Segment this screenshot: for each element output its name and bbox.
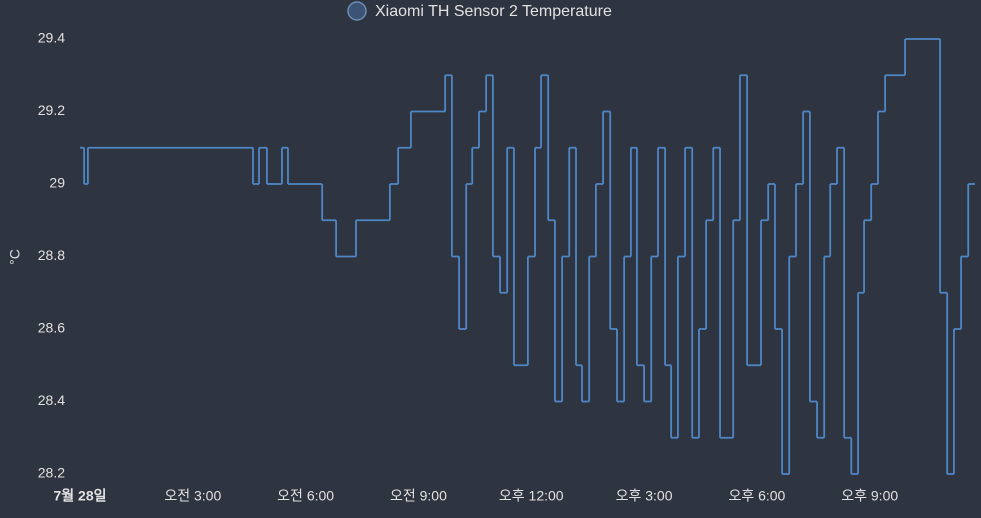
x-tick-label: 오후 3:00 — [616, 488, 673, 504]
x-tick-label: 오후 6:00 — [728, 488, 785, 504]
x-tick-label: 오후 9:00 — [841, 488, 898, 504]
legend-swatch[interactable] — [347, 1, 367, 21]
y-axis-label: °C — [7, 249, 23, 265]
x-tick-label: 오전 9:00 — [390, 488, 447, 504]
x-tick-label: 7월 28일 — [53, 488, 106, 504]
y-tick-label: 29.4 — [38, 30, 65, 46]
y-tick-label: 28.6 — [38, 320, 65, 336]
x-tick-label: 오전 3:00 — [164, 488, 221, 504]
x-tick-label: 오후 12:00 — [499, 488, 564, 504]
x-tick-label: 오전 6:00 — [277, 488, 334, 504]
y-tick-label: 28.2 — [38, 465, 65, 481]
y-tick-label: 28.8 — [38, 247, 65, 263]
y-tick-label: 29.2 — [38, 102, 65, 118]
y-tick-label: 28.4 — [38, 392, 65, 408]
legend-label[interactable]: Xiaomi TH Sensor 2 Temperature — [375, 3, 612, 20]
y-tick-label: 29 — [49, 175, 65, 191]
